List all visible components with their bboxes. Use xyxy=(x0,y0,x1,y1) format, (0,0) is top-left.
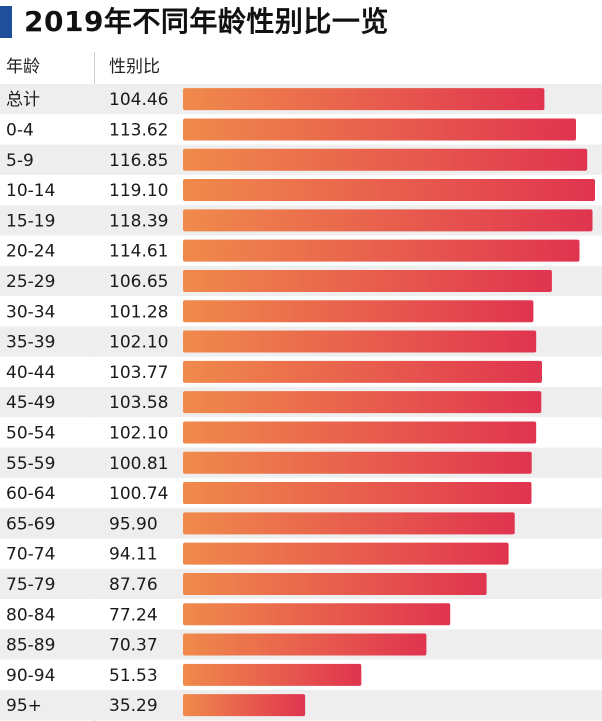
age-group-label: 95+ xyxy=(6,696,42,716)
sex-ratio-bar xyxy=(183,663,362,686)
ratio-value-label: 102.10 xyxy=(109,423,168,443)
age-group-label: 0-4 xyxy=(6,120,34,140)
sex-ratio-bar xyxy=(183,572,487,595)
ratio-value-label: 119.10 xyxy=(109,181,168,201)
age-group-label: 50-54 xyxy=(6,423,55,443)
age-group-label: 75-79 xyxy=(6,575,55,595)
sex-ratio-bar xyxy=(183,148,588,171)
sex-ratio-bar xyxy=(183,542,509,565)
sex-ratio-bar xyxy=(183,391,542,414)
age-group-label: 10-14 xyxy=(6,181,55,201)
sex-ratio-bar xyxy=(183,239,580,262)
ratio-value-label: 103.58 xyxy=(109,393,168,413)
sex-ratio-bar xyxy=(183,694,306,717)
ratio-value-label: 102.10 xyxy=(109,333,168,353)
age-group-label: 60-64 xyxy=(6,484,55,504)
ratio-value-label: 101.28 xyxy=(109,302,168,322)
age-group-label: 40-44 xyxy=(6,363,55,383)
age-group-label: 35-39 xyxy=(6,333,55,353)
sex-ratio-bar xyxy=(183,88,545,111)
ratio-value-label: 114.61 xyxy=(109,242,168,262)
age-group-label: 30-34 xyxy=(6,302,55,322)
ratio-value-label: 35.29 xyxy=(109,696,158,716)
sex-ratio-bar xyxy=(183,300,534,323)
chart-title: 2019年不同年龄性别比一览 xyxy=(24,5,389,38)
sex-ratio-bar xyxy=(183,633,427,656)
ratio-value-label: 104.46 xyxy=(109,90,168,110)
ratio-value-label: 103.77 xyxy=(109,363,168,383)
ratio-value-label: 87.76 xyxy=(109,575,158,595)
sex-ratio-bar xyxy=(183,118,576,141)
ratio-value-label: 94.11 xyxy=(109,545,158,565)
ratio-value-label: 116.85 xyxy=(109,151,168,171)
sex-ratio-bar xyxy=(183,603,451,626)
sex-ratio-bar xyxy=(183,451,532,474)
ratio-value-label: 113.62 xyxy=(109,120,168,140)
age-group-label: 25-29 xyxy=(6,272,55,292)
ratio-value-label: 77.24 xyxy=(109,605,158,625)
age-group-label: 45-49 xyxy=(6,393,55,413)
ratio-value-label: 51.53 xyxy=(109,666,158,686)
ratio-column-header: 性别比 xyxy=(109,57,160,77)
ratio-value-label: 106.65 xyxy=(109,272,168,292)
sex-ratio-bar xyxy=(183,360,542,383)
age-group-label: 65-69 xyxy=(6,514,55,534)
ratio-value-label: 70.37 xyxy=(109,636,158,656)
age-group-label: 90-94 xyxy=(6,666,55,686)
sex-ratio-bar xyxy=(183,512,515,535)
age-group-label: 15-19 xyxy=(6,211,55,231)
ratio-value-label: 118.39 xyxy=(109,211,168,231)
age-column-header: 年龄 xyxy=(6,57,40,77)
sex-ratio-bar xyxy=(183,269,552,292)
title-accent-bar xyxy=(0,6,12,38)
age-group-label: 总计 xyxy=(6,90,40,110)
sex-ratio-bar xyxy=(183,179,595,202)
age-group-label: 80-84 xyxy=(6,605,55,625)
ratio-value-label: 100.74 xyxy=(109,484,168,504)
ratio-value-label: 100.81 xyxy=(109,454,168,474)
sex-ratio-bar xyxy=(183,482,532,505)
sex-ratio-bar xyxy=(183,209,593,232)
title-bar: 2019年不同年龄性别比一览 xyxy=(0,0,602,44)
sex-ratio-bar xyxy=(183,330,537,353)
age-group-label: 20-24 xyxy=(6,242,55,262)
header-row: 年龄 性别比 xyxy=(0,52,602,82)
age-group-label: 85-89 xyxy=(6,636,55,656)
age-group-label: 5-9 xyxy=(6,151,34,171)
age-group-label: 55-59 xyxy=(6,454,55,474)
sex-ratio-bar xyxy=(183,421,537,444)
ratio-value-label: 95.90 xyxy=(109,514,158,534)
bar-chart: 总计 104.46 0-4 113.62 5-9 116.85 10-14 119.10 15-… xyxy=(0,84,602,721)
age-group-label: 70-74 xyxy=(6,545,55,565)
